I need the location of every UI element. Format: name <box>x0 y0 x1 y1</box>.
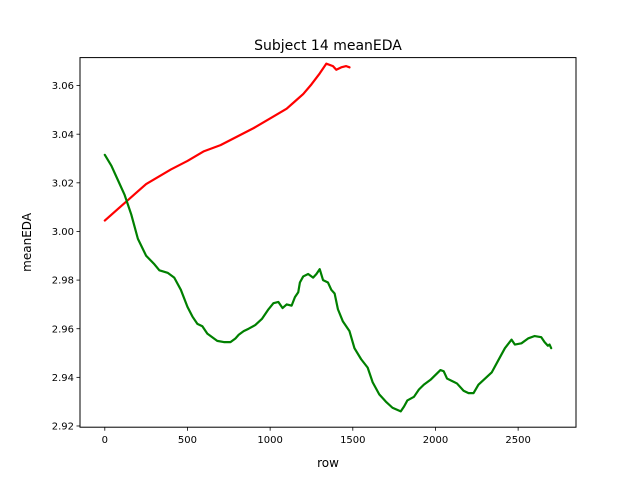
y-tick-label: 3.02 <box>52 178 74 189</box>
series-line-1 <box>103 62 351 222</box>
x-tick-label: 2500 <box>505 435 530 446</box>
y-tick-label: 2.92 <box>52 422 74 433</box>
x-tick-label: 2000 <box>423 435 448 446</box>
plot-frame <box>79 57 577 428</box>
series-line-2 <box>103 153 553 413</box>
x-tick-label: 500 <box>178 435 197 446</box>
y-tick-label: 2.98 <box>52 276 74 287</box>
x-tick-label: 1500 <box>340 435 365 446</box>
x-tick-label: 1000 <box>257 435 282 446</box>
x-axis: 0 500 1000 1500 2000 2500 <box>102 427 531 446</box>
series-lines <box>103 62 553 413</box>
y-tick-label: 3.06 <box>52 81 74 92</box>
y-tick-label: 2.94 <box>52 373 74 384</box>
y-tick-label: 2.96 <box>52 324 74 335</box>
y-tick-label: 3.04 <box>52 130 74 141</box>
x-tick-label: 0 <box>102 435 108 446</box>
y-axis: 2.92 2.94 2.96 2.98 3.00 3.02 3.04 3.06 <box>52 81 80 433</box>
y-axis-label: meanEDA <box>20 212 34 272</box>
chart-title: Subject 14 meanEDA <box>254 38 402 54</box>
y-tick-label: 3.00 <box>52 227 74 238</box>
x-axis-label: row <box>317 456 339 470</box>
